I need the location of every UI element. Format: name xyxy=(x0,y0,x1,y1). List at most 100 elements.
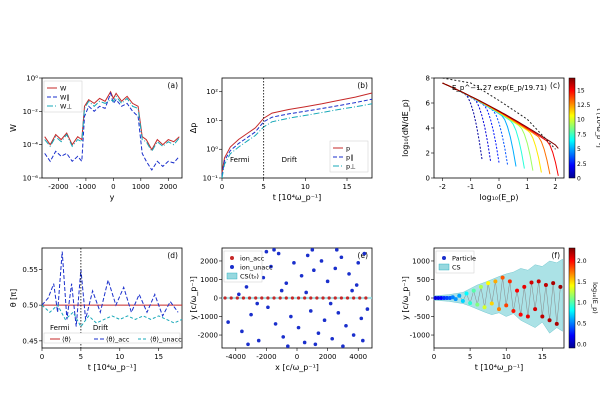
particle-point xyxy=(518,312,523,317)
x-tick-label: 0 xyxy=(220,183,224,191)
y-tick-label: 4 xyxy=(426,125,431,133)
spectrum-line xyxy=(442,82,559,149)
legend-label: CS xyxy=(452,264,461,272)
y-tick-label: -500 xyxy=(414,313,430,321)
colorbar-tick: 1.0 xyxy=(577,300,587,307)
colorbar-label: log₁₀(E_p) xyxy=(591,282,599,314)
particle-point xyxy=(540,314,545,319)
y-tick-label: -1000 xyxy=(410,332,430,340)
particle-point xyxy=(478,284,483,289)
series-line xyxy=(221,92,373,173)
particle-point xyxy=(433,296,438,300)
panel-b: 0 5 10 15 10⁻¹ 10⁰ 10¹ 10² t [10⁴ω_p⁻¹] Δp (b) Ferm… xyxy=(189,77,373,202)
plot-frame xyxy=(41,247,183,349)
particle-point xyxy=(558,284,563,289)
particle-point xyxy=(457,293,462,298)
ion-unacc-point xyxy=(359,316,364,321)
legend-label: W∥ xyxy=(60,94,70,102)
ion-acc-point xyxy=(223,296,227,300)
colorbar-tick: 2.0 xyxy=(577,258,587,265)
particle-point xyxy=(460,298,465,303)
legend-label: ⟨θ⟩_unacc xyxy=(150,336,182,344)
ion-unacc-point xyxy=(362,251,367,256)
particle-point xyxy=(497,307,501,312)
ion-unacc-point xyxy=(284,281,289,285)
colorbar-tick: 1.5 xyxy=(577,279,587,286)
particle-point xyxy=(486,281,491,286)
panel-label: (e) xyxy=(358,251,369,260)
ion-acc-point xyxy=(254,296,258,300)
particle-point xyxy=(533,307,538,312)
ion-unacc-point xyxy=(261,275,266,280)
ion-unacc-point xyxy=(330,336,335,341)
ion-unacc-point xyxy=(299,273,304,278)
y-tick-label: 0.55 xyxy=(22,266,38,274)
y-tick-label: 10⁻¹ xyxy=(203,175,219,183)
ion-acc-point xyxy=(352,296,356,300)
particle-point xyxy=(500,275,505,280)
x-tick-label: -2 xyxy=(439,183,446,191)
ion-unacc-point xyxy=(312,268,316,273)
x-tick-label: 2000 xyxy=(319,353,337,361)
particle-point xyxy=(475,302,480,307)
colorbar-tick: 15 xyxy=(577,87,585,94)
ion-acc-point xyxy=(247,296,252,300)
ion-acc-point xyxy=(266,296,270,300)
x-tick-label: 10 xyxy=(301,183,310,191)
ion-unacc-point xyxy=(316,331,321,335)
x-axis-label: t [10⁴ω_p⁻¹] xyxy=(88,363,137,372)
x-tick-label: 10 xyxy=(115,353,124,361)
ion-unacc-point xyxy=(325,279,330,284)
particle-point xyxy=(442,296,447,300)
ion-unacc-point xyxy=(286,344,290,348)
ion-unacc-point xyxy=(347,272,351,276)
legend-label: ⟨θ⟩ xyxy=(62,336,71,344)
x-tick-label: 1000 xyxy=(132,183,150,191)
y-tick-label: -1000 xyxy=(198,313,218,321)
ion-unacc-point xyxy=(302,340,307,345)
x-tick-label: 0 xyxy=(295,353,299,361)
legend-label: ion_acc xyxy=(240,255,265,263)
ion-unacc-point xyxy=(344,323,348,328)
particle-point xyxy=(525,314,530,319)
x-tick-label: 15 xyxy=(154,353,163,361)
x-tick-label: 2 xyxy=(553,183,557,191)
panel-label: (c) xyxy=(550,81,560,90)
y-tick-label: 10⁻⁶ xyxy=(23,175,39,183)
y-axis-label: y [c/ω_p⁻¹] xyxy=(401,276,410,320)
ion-acc-point xyxy=(339,296,343,300)
spectrum-line xyxy=(442,82,508,165)
ion-acc-point xyxy=(235,296,239,300)
spectrum-line xyxy=(442,82,500,163)
particle-point xyxy=(504,303,509,308)
fit-annotation: E_p^−1.27 exp(E_p/19.71) xyxy=(452,84,547,92)
series-line xyxy=(44,90,180,151)
fit-line xyxy=(442,77,556,150)
x-axis-label: t [10⁴ω_p⁻¹] xyxy=(475,363,524,372)
ion-acc-point xyxy=(260,296,264,300)
y-axis-label: Δp xyxy=(189,123,198,134)
ion-acc-point xyxy=(345,296,350,300)
colorbar-tick: 2.5 xyxy=(577,161,587,168)
y-tick-label: 2 xyxy=(426,150,430,158)
y-tick-label: 6 xyxy=(426,100,431,108)
panel-f: 0 5 10 15 -1000 -500 0 500 1000 t [10⁴ω_p⁻¹] y [c/… xyxy=(401,247,599,372)
y-tick-label: 10¹ xyxy=(206,117,218,125)
ion-unacc-point xyxy=(244,285,249,289)
x-tick-label: -1 xyxy=(467,183,474,191)
ion-unacc-point xyxy=(266,305,270,310)
ion-acc-point xyxy=(358,296,362,300)
y-tick-label: 10⁻⁴ xyxy=(23,141,39,149)
particle-point xyxy=(547,318,552,323)
particle-point xyxy=(439,296,444,300)
ion-unacc-point xyxy=(310,248,315,252)
y-tick-label: 500 xyxy=(417,276,430,284)
legend-label: W xyxy=(60,85,67,93)
ion-unacc-point xyxy=(272,248,276,252)
legend-marker xyxy=(230,265,234,269)
particle-point xyxy=(471,288,476,293)
particle-point xyxy=(464,291,469,296)
ion-unacc-point xyxy=(308,309,313,313)
spectrum-line xyxy=(442,82,483,160)
legend-label: Particle xyxy=(452,255,476,263)
